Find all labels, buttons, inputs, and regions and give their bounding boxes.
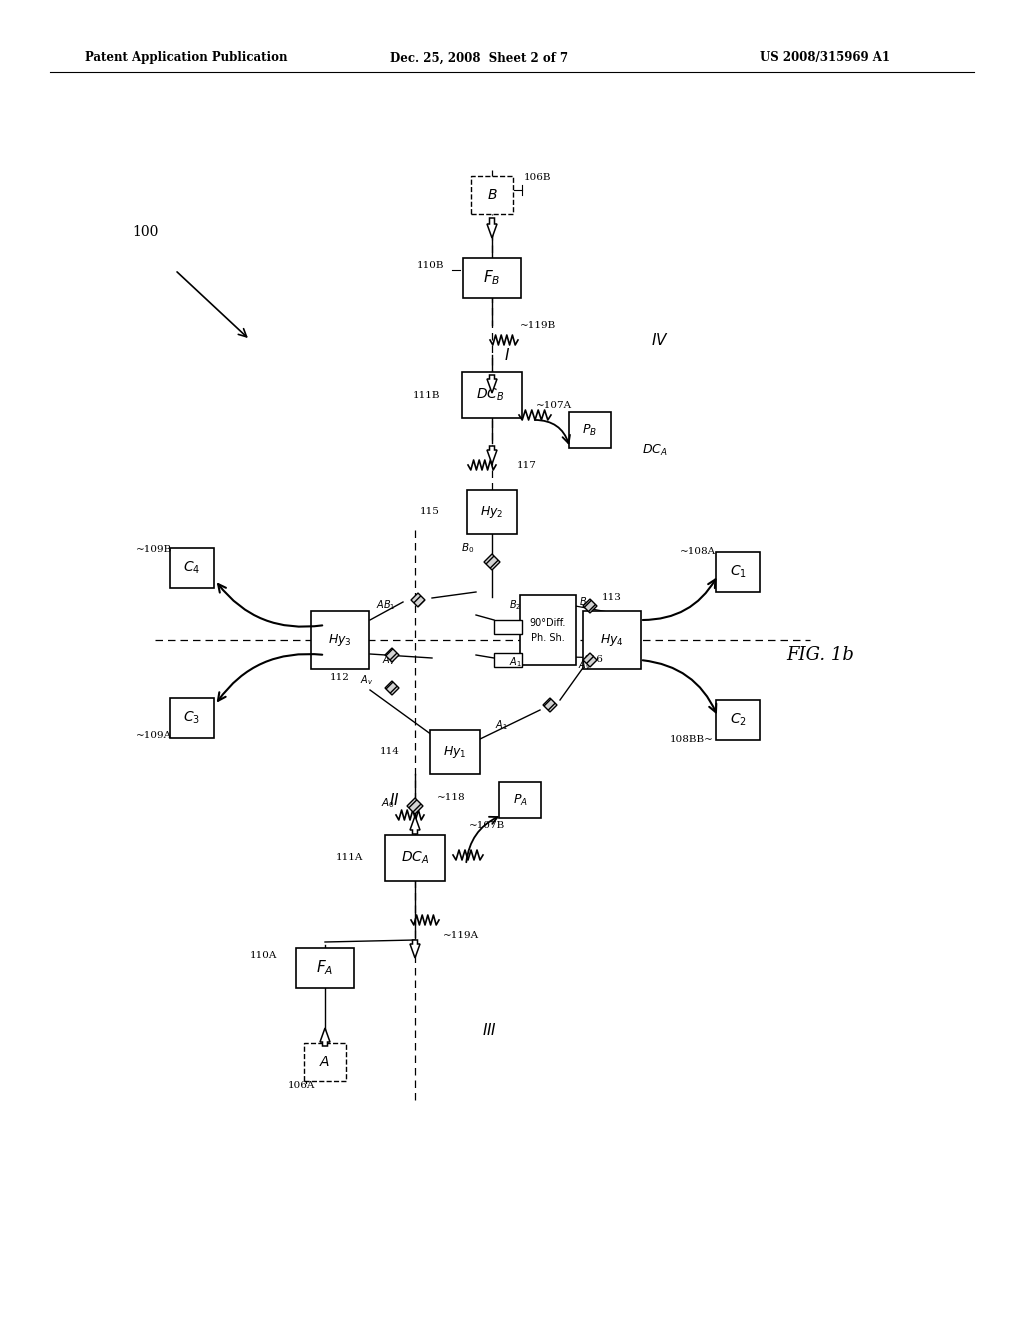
Bar [494,620,522,634]
Text: 110A: 110A [250,950,278,960]
Text: $A_1$: $A_1$ [509,655,521,669]
FancyArrow shape [410,940,420,958]
FancyArrow shape [410,816,420,834]
Text: $III$: $III$ [482,1022,498,1038]
Text: 116: 116 [584,656,604,664]
Text: $Hy_4$: $Hy_4$ [600,632,624,648]
Text: $Hy_3$: $Hy_3$ [328,632,352,648]
Polygon shape [583,653,597,667]
Bar [170,548,214,587]
Text: $I$: $I$ [504,347,510,363]
Text: $F_A$: $F_A$ [316,958,334,977]
Text: 117: 117 [517,461,537,470]
Bar [462,372,522,418]
Text: Dec. 25, 2008  Sheet 2 of 7: Dec. 25, 2008 Sheet 2 of 7 [390,51,568,65]
Bar [499,781,541,818]
Text: ~118: ~118 [437,792,466,801]
Text: ~119A: ~119A [443,932,479,940]
Text: 100: 100 [132,224,158,239]
Text: ~119B: ~119B [520,321,556,330]
Bar [311,611,369,669]
Text: $C_2$: $C_2$ [729,711,746,729]
Polygon shape [385,648,399,663]
Text: $P_A$: $P_A$ [513,792,527,808]
Polygon shape [411,593,425,607]
Text: $DC_B$: $DC_B$ [476,387,504,403]
Text: $A_v$: $A_v$ [359,673,373,686]
Bar [494,653,522,667]
FancyArrow shape [487,218,497,238]
Text: 110B: 110B [417,260,444,269]
Text: ~109A: ~109A [136,730,172,739]
Text: $A_0$: $A_0$ [381,796,395,810]
Bar [430,730,480,774]
FancyArrow shape [487,446,497,465]
Text: 106B: 106B [524,173,552,182]
Polygon shape [407,799,423,814]
Polygon shape [385,681,399,696]
Text: $C_4$: $C_4$ [183,560,201,577]
Bar [471,176,513,214]
Text: $Hy_2$: $Hy_2$ [480,504,504,520]
Text: ~107A: ~107A [536,401,572,411]
Text: $A$: $A$ [319,1055,331,1069]
Text: $B_2$: $B_2$ [509,598,521,612]
Text: 113: 113 [602,594,622,602]
Text: $DC_A$: $DC_A$ [642,442,668,458]
Text: $IV$: $IV$ [651,333,669,348]
Text: Ph. Sh.: Ph. Sh. [531,634,565,643]
Text: $A_v$: $A_v$ [382,653,395,667]
Bar [716,552,760,591]
FancyArrow shape [319,1028,330,1045]
Bar [170,698,214,738]
Text: ~107B: ~107B [469,821,505,829]
Text: $B_3$: $B_3$ [579,595,591,609]
Text: $C_1$: $C_1$ [729,564,746,581]
Text: $DC_A$: $DC_A$ [400,850,429,866]
Text: $B$: $B$ [486,187,498,202]
Bar [520,595,575,665]
Text: 90°Diff.: 90°Diff. [529,618,566,628]
Text: $C_3$: $C_3$ [183,710,201,726]
Text: 115: 115 [420,507,440,516]
Text: ~109B: ~109B [136,545,172,554]
Bar [467,490,517,535]
Bar [569,412,611,447]
Polygon shape [583,599,597,612]
Text: $B_0$: $B_0$ [461,541,474,554]
Polygon shape [484,554,500,570]
Text: 111A: 111A [336,854,362,862]
Bar [463,257,521,298]
Polygon shape [543,698,557,711]
Text: 114: 114 [380,747,400,756]
Bar [716,700,760,741]
Text: $AB_1$: $AB_1$ [376,598,395,612]
Text: 106A: 106A [288,1081,315,1089]
Bar [583,611,641,669]
FancyArrow shape [487,375,497,393]
Bar [385,836,445,880]
Text: 108BB~: 108BB~ [670,735,714,744]
Text: $II$: $II$ [389,792,400,808]
Text: $A_1$: $A_1$ [495,718,508,731]
Text: 111B: 111B [413,391,440,400]
Text: US 2008/315969 A1: US 2008/315969 A1 [760,51,890,65]
Bar [296,948,354,987]
Text: $F_B$: $F_B$ [483,269,501,288]
Text: ~108A: ~108A [680,548,716,557]
Text: $Hy_1$: $Hy_1$ [443,744,467,760]
Bar [304,1043,346,1081]
Text: $P_B$: $P_B$ [583,422,597,437]
Text: 112: 112 [330,673,350,682]
Text: Patent Application Publication: Patent Application Publication [85,51,288,65]
Text: FIG. 1b: FIG. 1b [786,645,854,664]
Text: $A_v$: $A_v$ [579,659,592,672]
